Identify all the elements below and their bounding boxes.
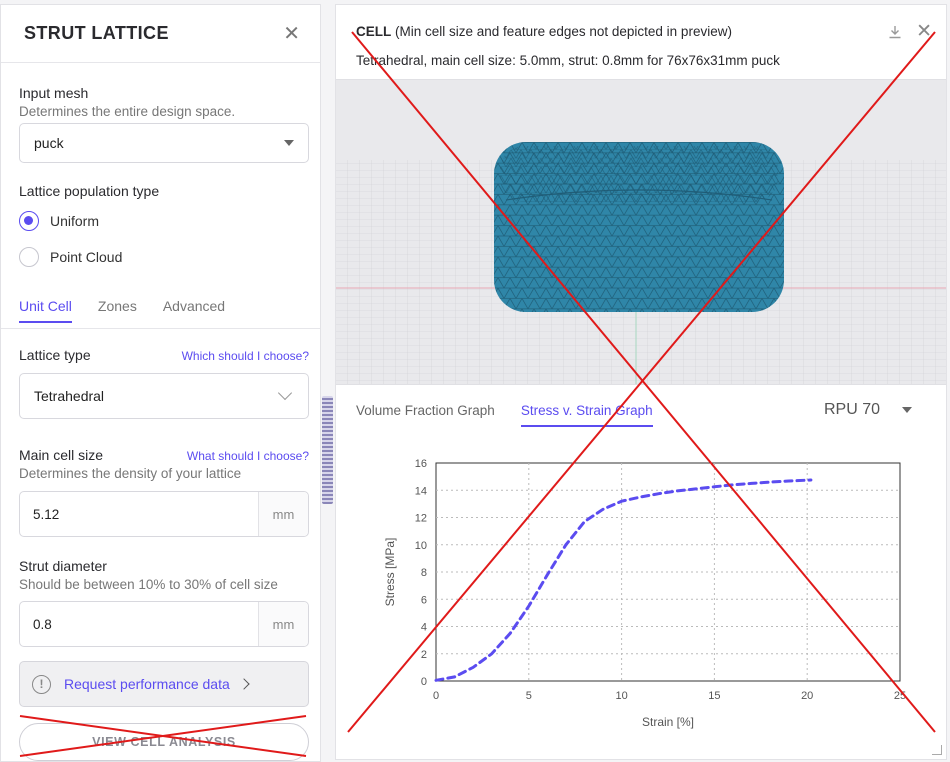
viewer-header-note: (Min cell size and feature edges not dep… — [395, 24, 732, 39]
cell-size-help-link[interactable]: What should I choose? — [186, 449, 309, 463]
strut-section: Strut diameter Should be between 10% to … — [19, 558, 309, 592]
cell-size-section: Main cell size What should I choose? Det… — [19, 447, 309, 481]
graph-tabs: Volume Fraction Graph Stress v. Strain G… — [356, 403, 653, 427]
strut-lattice-panel: STRUT LATTICE ✕ Input mesh Determines th… — [0, 4, 321, 762]
radio-uniform-label: Uniform — [50, 213, 100, 229]
x-tick-label: 0 — [433, 690, 439, 702]
viewer-header-title: CELL — [356, 24, 392, 39]
lattice-type-select[interactable]: Tetrahedral — [19, 373, 309, 419]
cell-size-unit: mm — [258, 492, 308, 536]
radio-point-cloud-label: Point Cloud — [50, 249, 123, 265]
x-tick-label: 25 — [894, 690, 906, 702]
strut-field[interactable]: 0.8 mm — [19, 601, 309, 647]
cell-size-label: Main cell size — [19, 447, 104, 463]
x-tick-label: 10 — [615, 690, 627, 702]
cell-size-help: Determines the density of your lattice — [19, 466, 242, 481]
y-tick-label: 10 — [415, 540, 427, 552]
download-icon[interactable] — [888, 25, 902, 39]
input-mesh-label: Input mesh — [19, 85, 89, 101]
cell-size-field[interactable]: 5.12 mm — [19, 491, 309, 537]
lattice-type-help-link[interactable]: Which should I choose? — [181, 349, 309, 363]
material-value: RPU 70 — [824, 401, 881, 418]
x-tick-label: 20 — [801, 690, 813, 702]
radio-uniform[interactable]: Uniform — [19, 211, 99, 231]
tab-unit-cell[interactable]: Unit Cell — [19, 298, 72, 323]
radio-unselected-icon — [19, 247, 39, 267]
request-performance-label: Request performance data — [64, 676, 230, 692]
y-axis-label: Stress [MPa] — [383, 538, 397, 607]
y-tick-label: 6 — [421, 594, 427, 606]
stress-strain-chart: 0 5 10 15 20 25 0 2 4 6 8 10 12 14 16 Strain [%] Stress … — [383, 458, 906, 729]
lattice-preview-viewport[interactable] — [336, 79, 946, 385]
x-tick-label: 15 — [708, 690, 720, 702]
tab-stress-strain-graph[interactable]: Stress v. Strain Graph — [520, 403, 653, 427]
cell-viewer-panel: CELL (Min cell size and feature edges no… — [335, 4, 947, 760]
input-mesh-select[interactable]: puck — [19, 123, 309, 163]
lattice-type-label: Lattice type — [19, 347, 91, 363]
y-tick-label: 4 — [421, 622, 427, 634]
radio-selected-icon — [19, 211, 39, 231]
tab-volume-fraction-graph[interactable]: Volume Fraction Graph — [356, 403, 495, 418]
close-icon[interactable]: ✕ — [283, 22, 300, 45]
viewer-subtitle: Tetrahedral, main cell size: 5.0mm, stru… — [356, 53, 780, 68]
tab-zones[interactable]: Zones — [97, 298, 137, 314]
population-label: Lattice population type — [19, 183, 160, 199]
request-performance-button[interactable]: ! Request performance data — [19, 661, 309, 707]
tab-advanced[interactable]: Advanced — [162, 298, 226, 314]
material-select[interactable]: RPU 70 — [824, 401, 913, 419]
info-icon: ! — [32, 674, 51, 694]
y-tick-label: 14 — [415, 485, 427, 497]
y-tick-label: 8 — [421, 567, 427, 579]
y-tick-label: 12 — [415, 513, 427, 525]
resize-grip-icon[interactable] — [932, 745, 942, 755]
panel-header: STRUT LATTICE ✕ — [1, 5, 320, 63]
close-icon[interactable]: ✕ — [916, 21, 932, 42]
x-tick-label: 5 — [526, 690, 532, 702]
population-section: Lattice population type — [19, 183, 309, 199]
panel-splitter-handle[interactable] — [322, 396, 333, 504]
strut-help: Should be between 10% to 30% of cell siz… — [19, 577, 278, 592]
radio-point-cloud[interactable]: Point Cloud — [19, 247, 122, 267]
caret-down-icon — [284, 140, 294, 146]
lattice-type-row: Lattice type Which should I choose? — [19, 347, 309, 363]
cell-size-input[interactable]: 5.12 — [33, 506, 60, 522]
view-cell-analysis-button[interactable]: VIEW CELL ANALYSIS — [19, 723, 309, 761]
strut-unit: mm — [258, 602, 308, 646]
lattice-preview-svg — [336, 142, 946, 384]
panel-title: STRUT LATTICE — [24, 23, 169, 43]
caret-down-icon — [902, 407, 913, 413]
chevron-right-icon — [238, 678, 250, 690]
strut-label: Strut diameter — [19, 558, 107, 574]
y-tick-label: 0 — [421, 676, 427, 688]
panel-tabs: Unit Cell Zones Advanced — [19, 298, 225, 323]
y-tick-label: 16 — [415, 458, 427, 470]
viewer-header: CELL (Min cell size and feature edges no… — [356, 24, 732, 39]
input-mesh-value: puck — [34, 135, 64, 151]
lattice-puck — [494, 142, 784, 312]
lattice-type-value: Tetrahedral — [34, 388, 105, 404]
input-mesh-section: Input mesh Determines the entire design … — [19, 85, 309, 119]
strut-input[interactable]: 0.8 — [33, 616, 52, 632]
chevron-down-icon — [277, 385, 293, 401]
x-axis-label: Strain [%] — [642, 715, 694, 729]
y-tick-label: 2 — [421, 649, 427, 661]
tabs-divider — [1, 328, 320, 329]
input-mesh-help: Determines the entire design space. — [19, 104, 236, 119]
